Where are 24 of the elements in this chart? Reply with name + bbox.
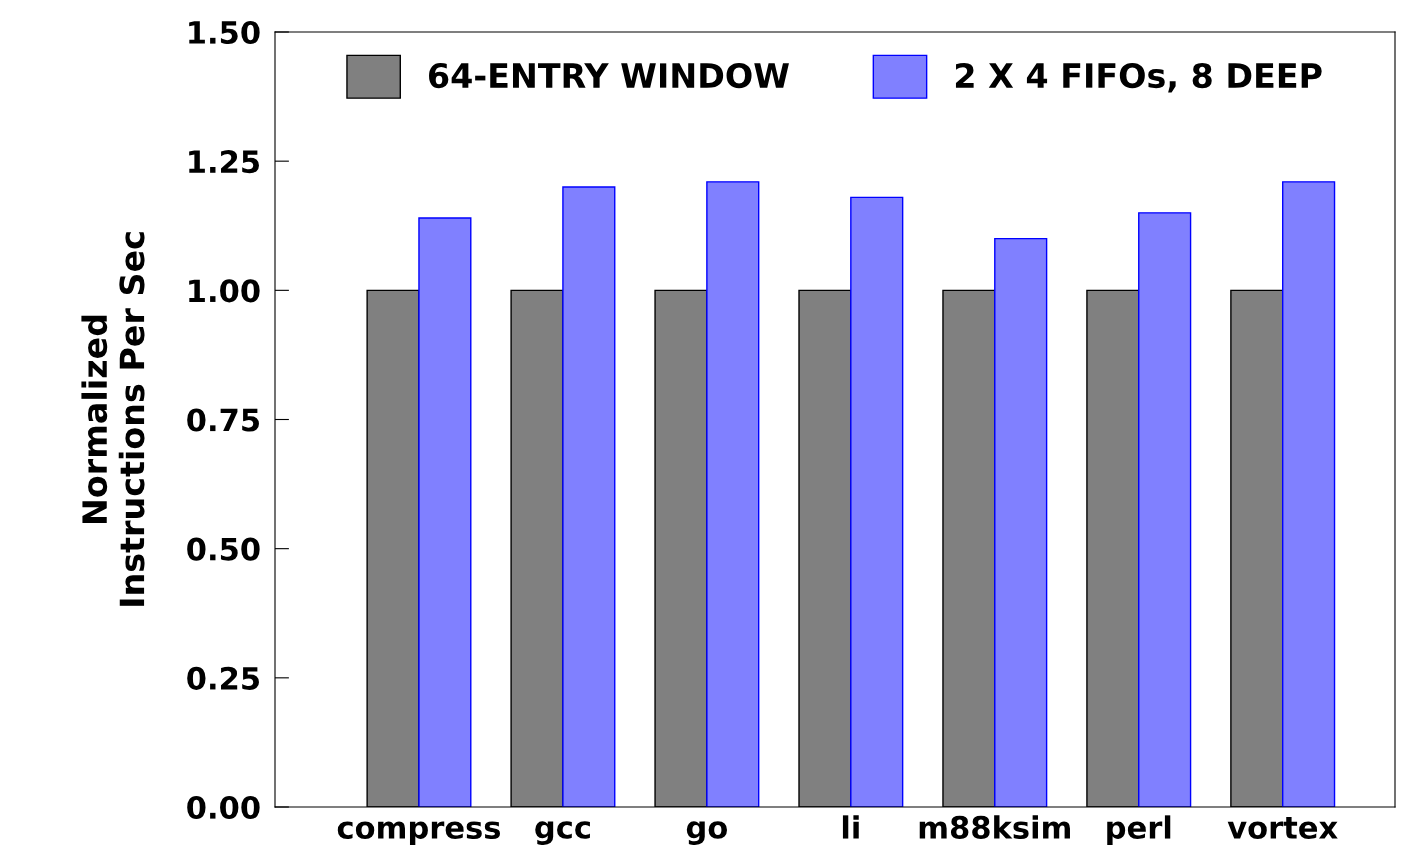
x-tick-label: gcc (535, 821, 590, 845)
y-axis-title: Normalized Instructions Per Sec (81, 232, 145, 606)
bar (562, 186, 616, 807)
legend-label: 2 X 4 FIFOs, 8 DEEP (955, 62, 1322, 93)
y-tick-label: 0.50 (187, 537, 260, 561)
x-tick-label: m88ksim (919, 815, 1070, 839)
bar (850, 196, 904, 807)
y-tick-label: 0.00 (187, 795, 260, 820)
x-tick-label: li (842, 815, 859, 839)
y-tick-label: 1.25 (189, 150, 259, 174)
bar (418, 217, 472, 807)
bar (1282, 181, 1336, 807)
x-tick-label: vortex (1227, 817, 1338, 839)
y-tick-label: 1.00 (189, 279, 260, 303)
x-tick-label: perl (1107, 815, 1171, 845)
y-tick-label: 0.75 (187, 408, 259, 432)
x-tick-label: go (686, 821, 727, 845)
bar (994, 237, 1048, 807)
y-tick-label: 0.25 (187, 666, 259, 690)
x-tick-label: compress (337, 821, 500, 845)
bar (1138, 212, 1192, 807)
y-tick-label: 1.50 (189, 20, 260, 45)
legend-label: 64-ENTRY WINDOW (429, 62, 789, 89)
bar (706, 181, 760, 807)
